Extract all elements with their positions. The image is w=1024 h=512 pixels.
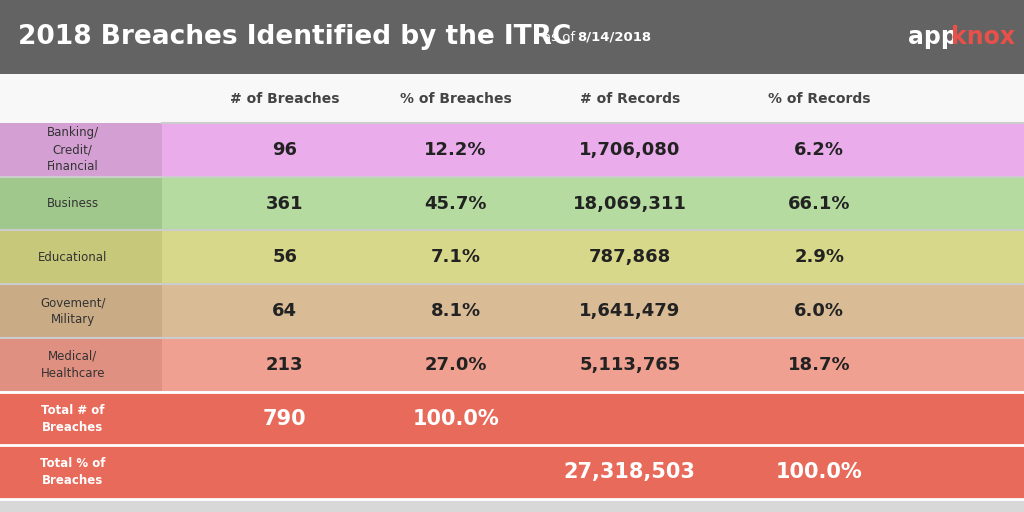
Text: # of Breaches: # of Breaches xyxy=(230,92,339,105)
Text: app: app xyxy=(908,25,958,49)
Text: Medical/
Healthcare: Medical/ Healthcare xyxy=(41,350,105,380)
FancyBboxPatch shape xyxy=(162,74,1024,123)
Text: 100.0%: 100.0% xyxy=(413,409,499,429)
Text: 8.1%: 8.1% xyxy=(431,302,480,320)
Text: Total # of
Breaches: Total # of Breaches xyxy=(41,403,104,434)
FancyBboxPatch shape xyxy=(0,0,1024,74)
FancyBboxPatch shape xyxy=(162,230,1024,284)
FancyBboxPatch shape xyxy=(0,74,1024,123)
FancyBboxPatch shape xyxy=(162,177,1024,230)
Text: 18,069,311: 18,069,311 xyxy=(572,195,687,212)
Text: 7.1%: 7.1% xyxy=(431,248,480,266)
Text: Total % of
Breaches: Total % of Breaches xyxy=(40,457,105,487)
Text: 213: 213 xyxy=(266,356,303,374)
Text: 27,318,503: 27,318,503 xyxy=(564,462,695,482)
Text: 1,641,479: 1,641,479 xyxy=(580,302,680,320)
Text: 361: 361 xyxy=(266,195,303,212)
Text: Business: Business xyxy=(47,197,99,210)
Text: 27.0%: 27.0% xyxy=(424,356,487,374)
Text: % of Breaches: % of Breaches xyxy=(399,92,512,105)
Text: 2018 Breaches Identified by the ITRC: 2018 Breaches Identified by the ITRC xyxy=(18,24,571,50)
Text: 56: 56 xyxy=(272,248,297,266)
FancyBboxPatch shape xyxy=(0,177,162,230)
Text: # of Records: # of Records xyxy=(580,92,680,105)
Text: 1,706,080: 1,706,080 xyxy=(580,141,680,159)
FancyBboxPatch shape xyxy=(0,284,162,338)
Text: 66.1%: 66.1% xyxy=(787,195,851,212)
FancyBboxPatch shape xyxy=(162,284,1024,338)
Text: 18.7%: 18.7% xyxy=(787,356,851,374)
Text: % of Records: % of Records xyxy=(768,92,870,105)
FancyBboxPatch shape xyxy=(0,338,162,392)
FancyBboxPatch shape xyxy=(0,123,162,177)
FancyBboxPatch shape xyxy=(162,123,1024,177)
Text: 96: 96 xyxy=(272,141,297,159)
Text: 2.9%: 2.9% xyxy=(795,248,844,266)
Text: knox: knox xyxy=(951,25,1016,49)
Text: 787,868: 787,868 xyxy=(589,248,671,266)
Text: 790: 790 xyxy=(263,409,306,429)
Text: 45.7%: 45.7% xyxy=(424,195,487,212)
FancyBboxPatch shape xyxy=(0,445,1024,499)
Text: 100.0%: 100.0% xyxy=(776,462,862,482)
FancyBboxPatch shape xyxy=(0,230,162,284)
Text: 6.2%: 6.2% xyxy=(795,141,844,159)
Text: Banking/
Credit/
Financial: Banking/ Credit/ Financial xyxy=(47,126,99,173)
FancyBboxPatch shape xyxy=(0,499,1024,512)
Text: 8/14/2018: 8/14/2018 xyxy=(578,31,651,44)
Text: Govement/
Military: Govement/ Military xyxy=(40,296,105,326)
Text: 6.0%: 6.0% xyxy=(795,302,844,320)
FancyBboxPatch shape xyxy=(162,338,1024,392)
Text: 12.2%: 12.2% xyxy=(424,141,487,159)
Text: 5,113,765: 5,113,765 xyxy=(580,356,680,374)
Text: Educational: Educational xyxy=(38,251,108,264)
FancyBboxPatch shape xyxy=(0,392,1024,445)
Text: 64: 64 xyxy=(272,302,297,320)
Text: as of: as of xyxy=(543,31,580,44)
